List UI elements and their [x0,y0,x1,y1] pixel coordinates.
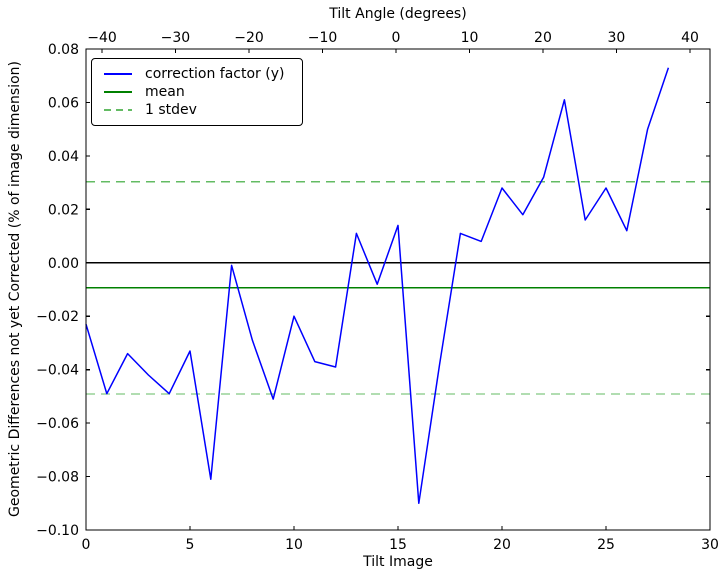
series-correction-factor [85,67,670,505]
legend-label-correction-factor: correction factor (y) [145,66,285,82]
y-tick-label: 0.04 [48,149,79,165]
legend-label-stdev: 1 stdev [145,102,197,118]
legend-line-sample-dashed-icon [104,109,132,111]
top-tick-label: 40 [681,30,699,46]
y-axis-title: Geometric Differences not yet Corrected … [7,61,23,517]
top-tick-label: 20 [534,30,552,46]
x-tick-label: 15 [389,537,407,553]
x-tick-label: 30 [701,537,719,553]
x-axis-ticks: 0 5 10 15 20 25 30 [82,526,719,553]
y-tick-label: −0.10 [36,523,79,539]
top-tick-label: 30 [607,30,625,46]
top-axis-title: Tilt Angle (degrees) [329,6,467,22]
legend-line-sample-blue-icon [104,73,132,75]
x-tick-label: 10 [285,537,303,553]
y-tick-label: 0.08 [48,42,79,58]
reference-lines [86,181,710,395]
legend-entry-stdev: 1 stdev [104,101,294,119]
legend-line-sample-green-icon [104,91,132,93]
x-tick-label: 0 [82,537,91,553]
y-tick-label: −0.06 [36,416,79,432]
top-tick-label: −10 [308,30,338,46]
top-tick-label: −40 [87,30,117,46]
x-tick-label: 20 [493,537,511,553]
top-tick-label: 10 [461,30,479,46]
legend-entry-mean: mean [104,83,294,101]
top-tick-label: −20 [234,30,264,46]
x-tick-label: 25 [597,537,615,553]
y-tick-label: 0.06 [48,95,79,111]
legend: correction factor (y) mean 1 stdev [91,58,303,126]
x-tick-label: 5 [186,537,195,553]
y-tick-label: 0.00 [48,256,79,272]
y-tick-label: −0.02 [36,309,79,325]
top-axis-ticks: −40 −30 −20 −10 0 10 20 30 40 [87,30,699,53]
legend-entry-correction-factor: correction factor (y) [104,65,294,83]
x-axis-title: Tilt Image [363,554,433,570]
y-tick-label: −0.04 [36,363,79,379]
y-axis-ticks: 0.08 0.06 0.04 0.02 0.00 −0.02 −0.04 −0.06 −0.08… [36,42,710,539]
legend-label-mean: mean [145,84,185,100]
top-tick-label: −30 [161,30,191,46]
top-tick-label: 0 [391,30,400,46]
y-tick-label: 0.02 [48,202,79,218]
y-tick-label: −0.08 [36,470,79,486]
